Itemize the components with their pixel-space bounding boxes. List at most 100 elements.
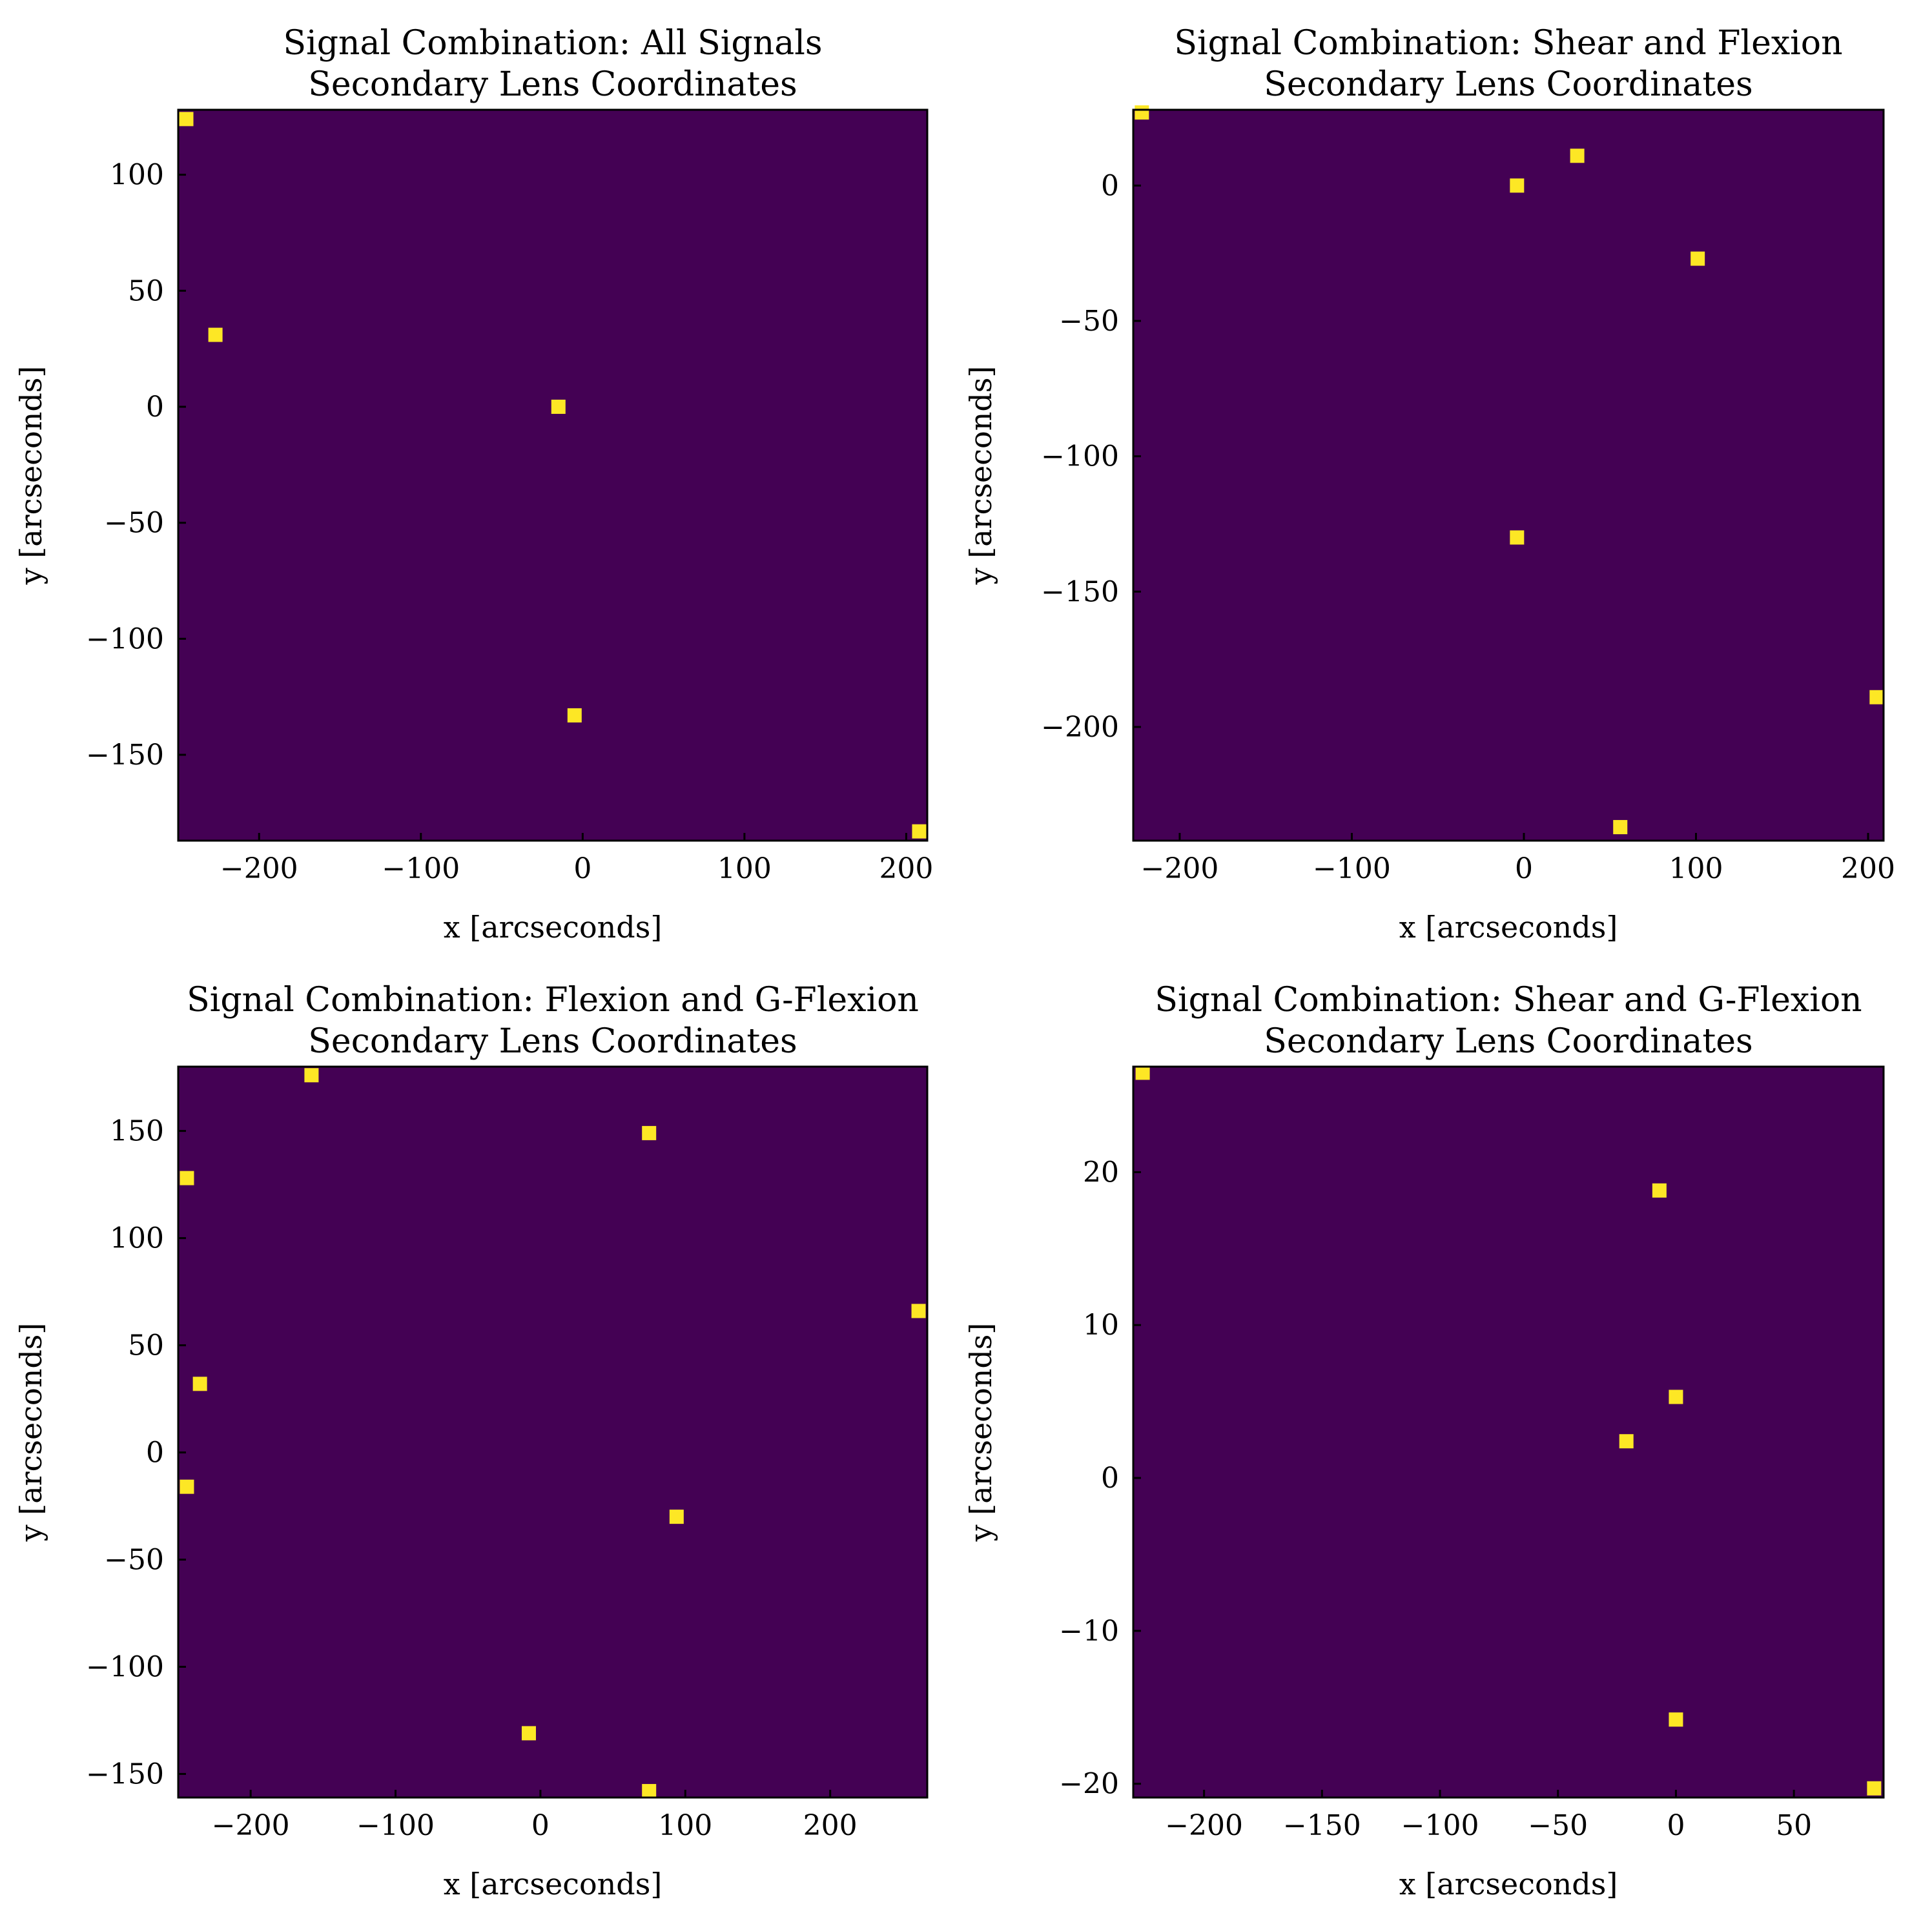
x-tick-label: 200 [879,852,933,885]
x-tick-label: −200 [220,852,298,885]
panel-2: Signal Combination: Shear and FlexionSec… [963,24,1895,945]
y-tick-label: 150 [110,1115,164,1148]
y-tick-label: −20 [1059,1768,1119,1801]
y-tick-label: 0 [1101,169,1119,202]
chart-title-line-1: Signal Combination: All Signals [283,24,822,63]
y-tick-label: −150 [86,739,164,772]
data-point [1570,149,1585,163]
plot-frame [177,108,929,842]
data-point [1652,1183,1667,1198]
x-tick-label: −100 [1313,852,1391,885]
y-tick-label: 10 [1083,1309,1119,1342]
plot-frame [177,1065,929,1799]
data-point [669,1510,684,1524]
plot-background [178,110,927,841]
data-point [208,327,223,342]
data-point [1135,105,1149,120]
chart-title-line-2: Secondary Lens Coordinates [308,65,797,104]
data-point [642,1784,657,1799]
data-point [1619,1434,1634,1449]
data-point [180,1479,194,1494]
data-point [1867,1781,1882,1796]
chart-title-line-1: Signal Combination: Shear and G-Flexion [1155,981,1862,1020]
x-tick-label: −100 [356,1809,435,1842]
y-tick-label: −150 [86,1757,164,1790]
data-point [1613,820,1628,835]
y-tick-label: 20 [1083,1156,1119,1189]
data-point [1510,178,1525,193]
data-point [192,1377,207,1391]
data-point [1669,1389,1683,1404]
data-point [304,1068,319,1083]
panel-4: Signal Combination: Shear and G-FlexionS… [963,981,1885,1901]
y-axis-label: y [arcseconds] [14,366,48,586]
chart-title-line-1: Signal Combination: Shear and Flexion [1174,24,1842,63]
x-axis-label: x [arcseconds] [444,1867,663,1901]
y-tick-label: 0 [1101,1462,1119,1495]
y-tick-label: −50 [1059,305,1119,338]
y-tick-label: −50 [104,1544,164,1577]
data-point [567,708,582,722]
data-point [642,1125,657,1140]
x-tick-label: −200 [212,1809,290,1842]
data-point [180,1171,194,1185]
plot-background [178,1067,927,1798]
panel-3: Signal Combination: Flexion and G-Flexio… [14,981,929,1901]
x-tick-label: −150 [1283,1809,1361,1842]
y-tick-label: −150 [1041,575,1119,608]
x-tick-label: 100 [1669,852,1723,885]
data-point [1135,1065,1150,1080]
chart-title-line-2: Secondary Lens Coordinates [1264,65,1752,104]
plot-frame [1132,1065,1885,1799]
y-axis-label: y [arcseconds] [963,366,998,586]
x-tick-label: 0 [573,852,591,885]
x-tick-label: −50 [1528,1809,1588,1842]
x-tick-label: 0 [531,1809,550,1842]
y-tick-label: −10 [1059,1615,1119,1648]
chart-title-line-2: Secondary Lens Coordinates [308,1022,797,1061]
y-tick-label: 100 [110,159,164,192]
plot-background [1133,1067,1884,1798]
y-tick-label: 100 [110,1222,164,1255]
x-tick-label: 200 [1841,852,1895,885]
x-axis-label: x [arcseconds] [1399,910,1618,945]
data-point [179,112,194,127]
x-tick-label: −200 [1141,852,1219,885]
plot-frame [1132,108,1885,842]
y-axis-label: y [arcseconds] [963,1323,998,1542]
data-point [911,1304,926,1318]
y-axis-label: y [arcseconds] [14,1323,48,1542]
panel-1: Signal Combination: All SignalsSecondary… [14,24,933,945]
y-tick-label: 0 [146,1437,164,1470]
data-point [521,1726,536,1741]
x-tick-label: 0 [1667,1809,1685,1842]
data-point [912,824,927,839]
plot-background [1133,110,1884,841]
y-tick-label: 0 [146,391,164,424]
data-point [1510,530,1525,545]
y-tick-label: −200 [1041,711,1119,744]
x-tick-label: −200 [1165,1809,1243,1842]
x-tick-label: 50 [1776,1809,1812,1842]
y-tick-label: −50 [104,507,164,540]
x-tick-label: −100 [1401,1809,1479,1842]
y-tick-label: 50 [128,274,164,307]
data-point [1669,1712,1683,1727]
y-tick-label: −100 [86,1651,164,1684]
data-point [551,399,566,414]
y-tick-label: −100 [1041,440,1119,473]
x-tick-label: 100 [658,1809,712,1842]
x-tick-label: −100 [382,852,460,885]
x-axis-label: x [arcseconds] [444,910,663,945]
y-tick-label: −100 [86,622,164,655]
data-point [1869,690,1884,704]
x-tick-label: 200 [803,1809,858,1842]
x-tick-label: 0 [1515,852,1533,885]
x-axis-label: x [arcseconds] [1399,1867,1618,1901]
data-point [1690,251,1705,266]
x-tick-label: 100 [717,852,772,885]
chart-title-line-2: Secondary Lens Coordinates [1264,1022,1752,1061]
chart-title-line-1: Signal Combination: Flexion and G-Flexio… [187,981,919,1020]
y-tick-label: 50 [128,1329,164,1362]
